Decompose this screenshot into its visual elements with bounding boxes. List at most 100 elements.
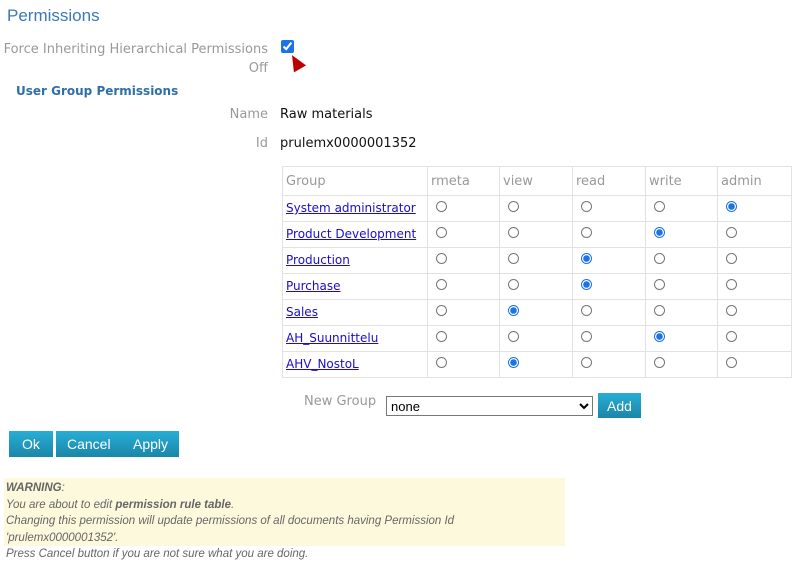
permission-cell <box>499 351 573 378</box>
radio-admin[interactable] <box>726 253 737 264</box>
permission-cell <box>717 299 792 326</box>
permission-cell <box>427 221 500 248</box>
force-inherit-state: Off <box>248 61 268 76</box>
radio-read[interactable] <box>581 331 592 342</box>
radio-rmeta[interactable] <box>436 227 447 238</box>
force-inherit-label: Force Inheriting Hierarchical Permission… <box>3 42 268 57</box>
group-cell: Purchase <box>282 273 428 300</box>
add-button[interactable]: Add <box>598 393 641 418</box>
name-label: Name <box>229 107 268 122</box>
table-row: Purchase <box>282 273 792 300</box>
radio-write[interactable] <box>654 201 665 212</box>
radio-read[interactable] <box>581 305 592 316</box>
radio-view[interactable] <box>508 253 519 264</box>
force-inherit-checkbox[interactable] <box>281 40 294 53</box>
ok-button[interactable]: Ok <box>9 431 53 457</box>
permission-cell <box>645 325 718 352</box>
permission-cell <box>572 247 646 274</box>
permission-cell <box>717 247 792 274</box>
group-cell: AHV_NostoL <box>282 351 428 378</box>
new-group-select[interactable]: none <box>386 396 593 416</box>
permission-cell <box>572 221 646 248</box>
permission-cell <box>427 299 500 326</box>
radio-view[interactable] <box>508 201 519 212</box>
warning-box: WARNING: You are about to edit permissio… <box>4 478 565 560</box>
permission-cell <box>645 195 718 222</box>
page-title: Permissions <box>7 6 100 25</box>
warning-line1: You are about to edit <box>6 498 116 511</box>
radio-admin[interactable] <box>726 227 737 238</box>
permission-cell <box>572 273 646 300</box>
radio-rmeta[interactable] <box>436 305 447 316</box>
permission-cell <box>427 351 500 378</box>
warning-heading: WARNING <box>6 482 62 494</box>
permission-cell <box>717 195 792 222</box>
radio-rmeta[interactable] <box>436 201 447 212</box>
radio-view[interactable] <box>508 227 519 238</box>
group-link[interactable]: System administrator <box>286 201 416 215</box>
radio-rmeta[interactable] <box>436 279 447 290</box>
group-cell: Product Development <box>282 221 428 248</box>
table-row: AHV_NostoL <box>282 351 792 378</box>
radio-rmeta[interactable] <box>436 331 447 342</box>
group-link[interactable]: Production <box>286 253 350 267</box>
radio-write[interactable] <box>654 253 665 264</box>
permission-cell <box>427 273 500 300</box>
group-link[interactable]: Product Development <box>286 227 417 241</box>
radio-admin[interactable] <box>726 279 737 290</box>
table-row: Product Development <box>282 221 792 248</box>
column-header-write: write <box>645 166 718 196</box>
group-link[interactable]: AH_Suunnittelu <box>286 331 379 345</box>
apply-button[interactable]: Apply <box>122 431 180 457</box>
permission-cell <box>645 351 718 378</box>
radio-write[interactable] <box>654 279 665 290</box>
permission-cell <box>499 273 573 300</box>
permission-cell <box>717 351 792 378</box>
permission-cell <box>572 351 646 378</box>
permission-cell <box>499 247 573 274</box>
group-link[interactable]: AHV_NostoL <box>286 357 359 371</box>
group-cell: Production <box>282 247 428 274</box>
radio-admin[interactable] <box>726 201 737 212</box>
permission-cell <box>427 325 500 352</box>
permission-cell <box>499 325 573 352</box>
cancel-button[interactable]: Cancel <box>56 431 122 457</box>
radio-view[interactable] <box>508 331 519 342</box>
permission-cell <box>645 273 718 300</box>
radio-view[interactable] <box>508 357 519 368</box>
warning-line3: Press Cancel button if you are not sure … <box>6 548 309 560</box>
permission-cell <box>427 247 500 274</box>
warning-line2: Changing this permission will update per… <box>6 515 455 544</box>
radio-read[interactable] <box>581 279 592 290</box>
radio-write[interactable] <box>654 305 665 316</box>
table-row: AH_Suunnittelu <box>282 325 792 352</box>
radio-read[interactable] <box>581 357 592 368</box>
permission-cell <box>645 221 718 248</box>
group-cell: System administrator <box>282 195 428 222</box>
warning-line1-bold: permission rule table <box>115 498 232 511</box>
table-row: System administrator <box>282 195 792 222</box>
group-cell: AH_Suunnittelu <box>282 325 428 352</box>
column-header-admin: admin <box>717 166 792 196</box>
table-row: Sales <box>282 299 792 326</box>
radio-write[interactable] <box>654 331 665 342</box>
radio-admin[interactable] <box>726 305 737 316</box>
permission-cell <box>499 195 573 222</box>
radio-view[interactable] <box>508 305 519 316</box>
radio-read[interactable] <box>581 201 592 212</box>
group-link[interactable]: Sales <box>286 305 318 319</box>
radio-view[interactable] <box>508 279 519 290</box>
permission-cell <box>645 299 718 326</box>
radio-read[interactable] <box>581 227 592 238</box>
group-link[interactable]: Purchase <box>286 279 341 293</box>
cursor-icon <box>285 51 307 73</box>
radio-admin[interactable] <box>726 357 737 368</box>
radio-rmeta[interactable] <box>436 253 447 264</box>
permission-cell <box>499 221 573 248</box>
radio-admin[interactable] <box>726 331 737 342</box>
radio-write[interactable] <box>654 227 665 238</box>
radio-write[interactable] <box>654 357 665 368</box>
radio-rmeta[interactable] <box>436 357 447 368</box>
permission-cell <box>499 299 573 326</box>
radio-read[interactable] <box>581 253 592 264</box>
